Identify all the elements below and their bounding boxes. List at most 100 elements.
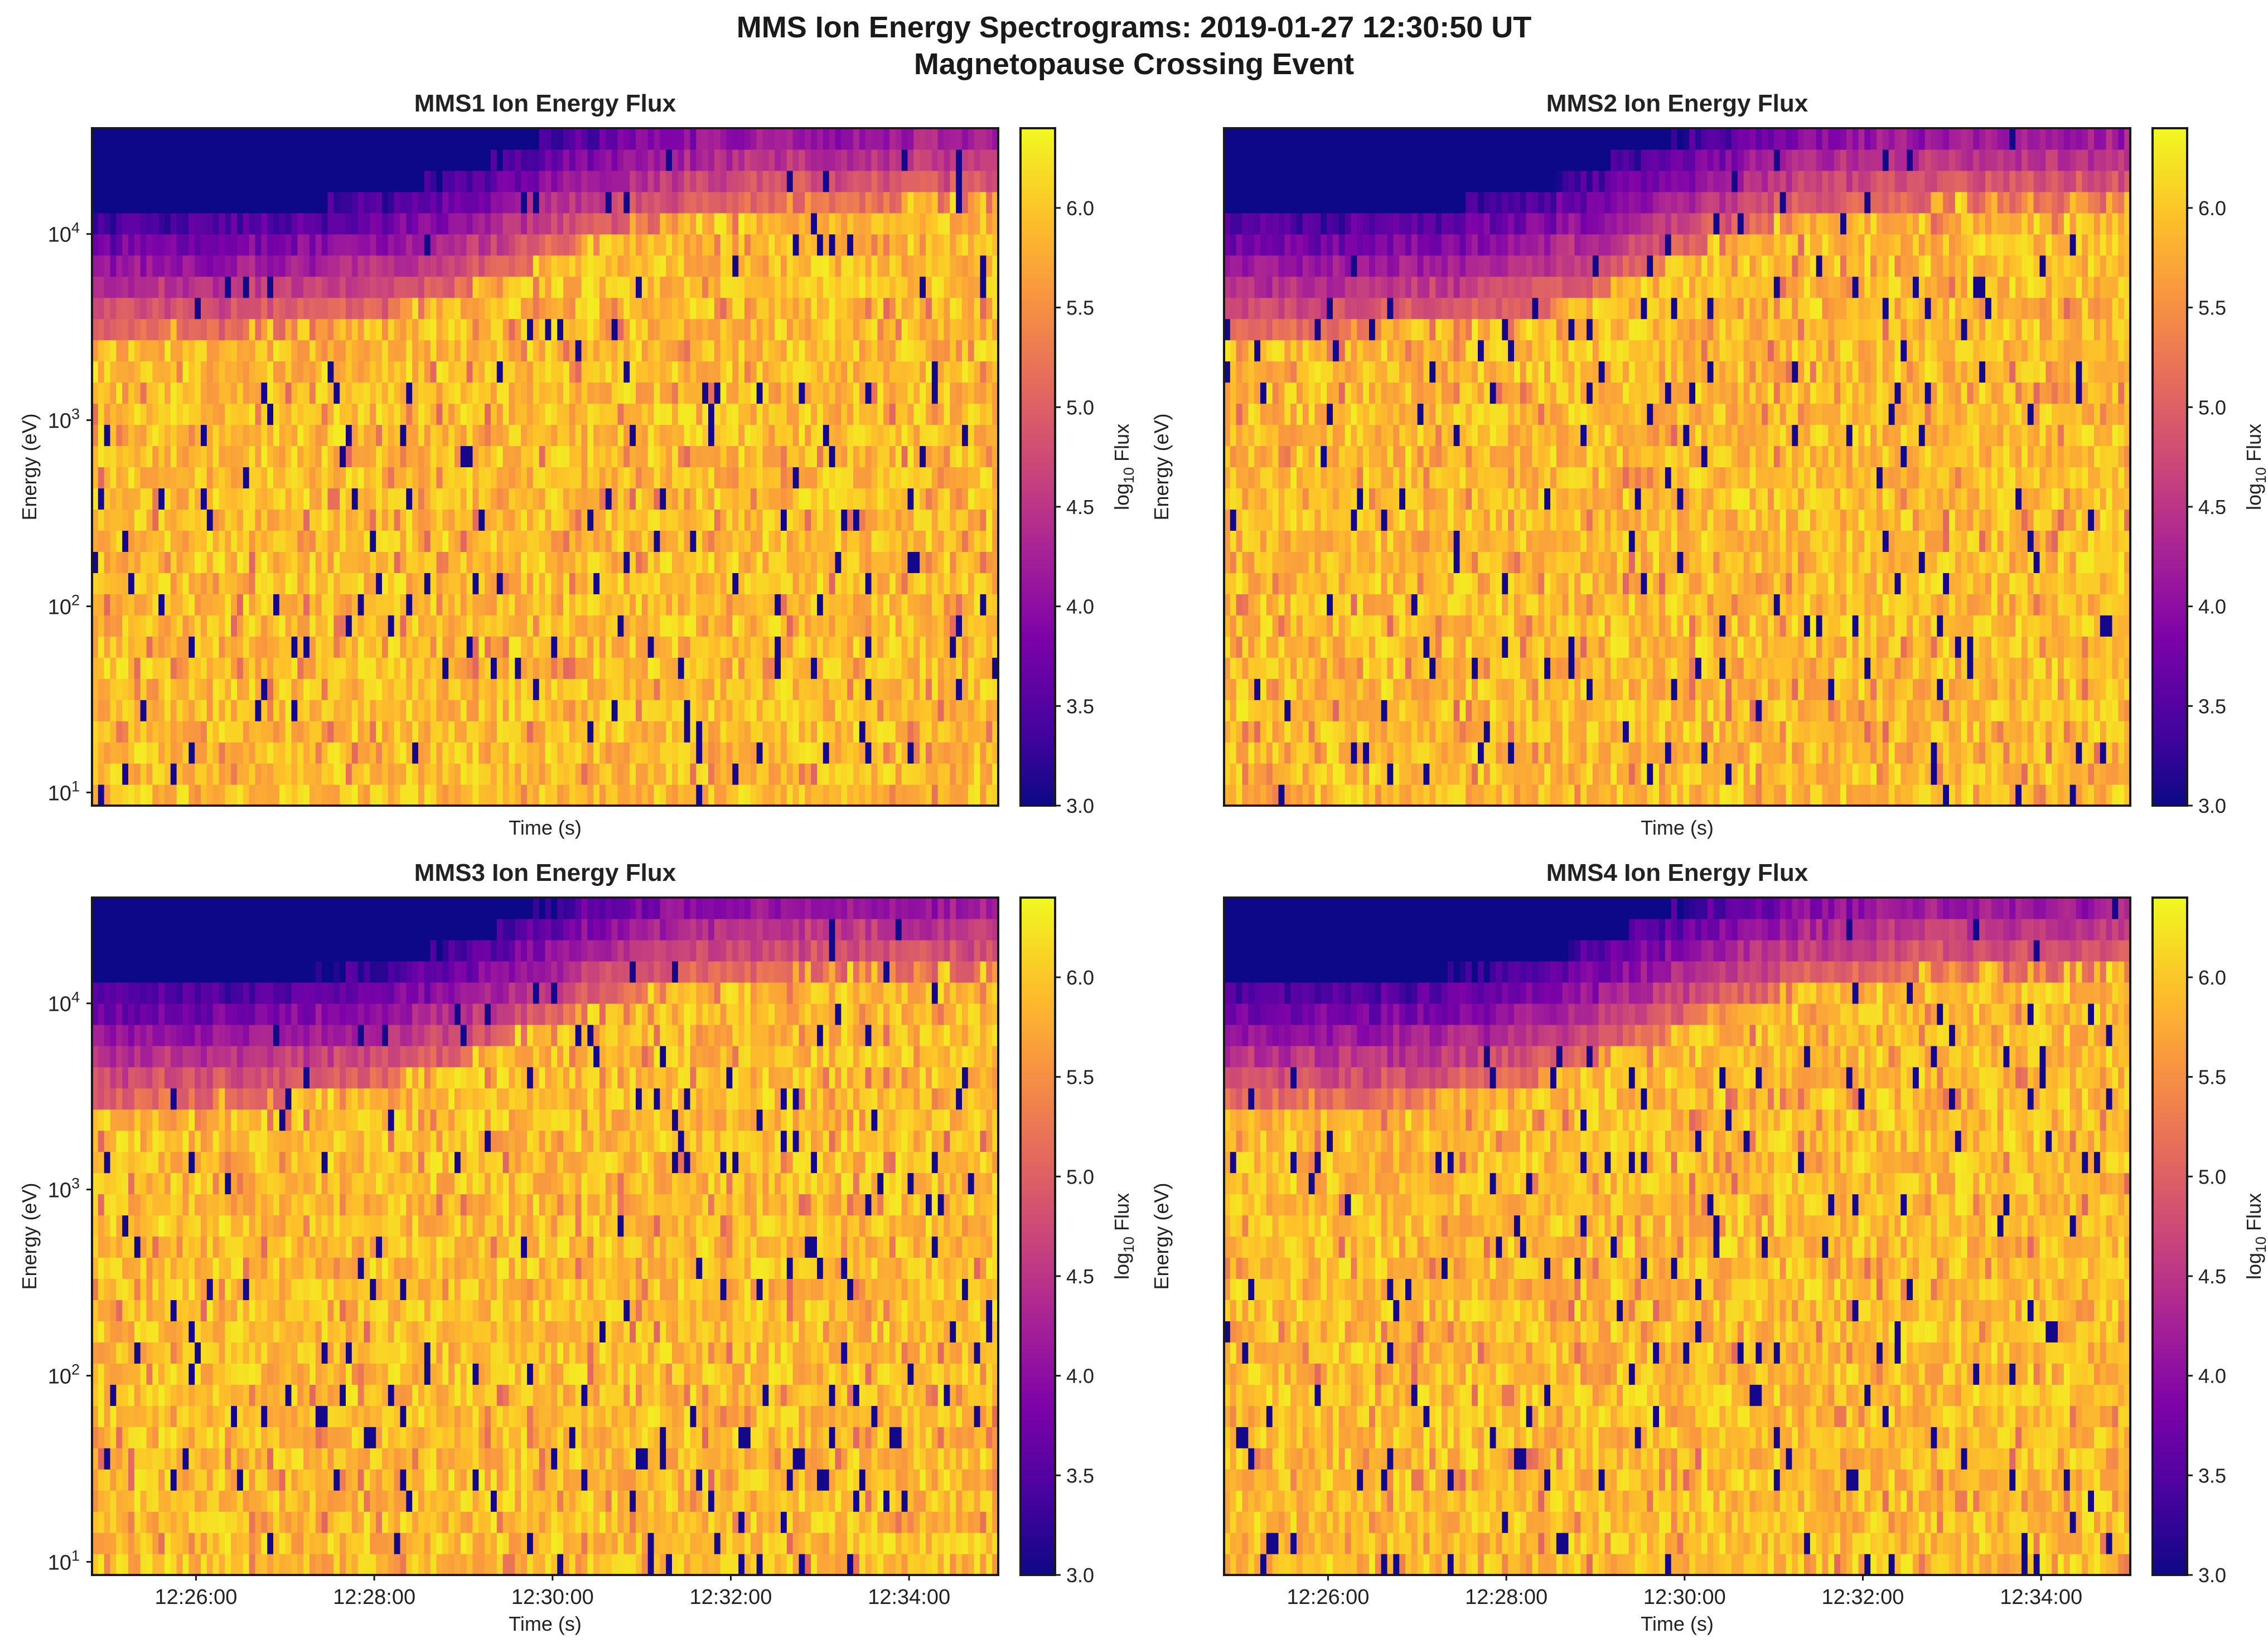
heatmap-cell xyxy=(859,636,866,658)
heatmap-cell xyxy=(1248,382,1255,404)
heatmap-cell xyxy=(931,594,939,615)
heatmap-cell xyxy=(182,149,189,171)
heatmap-cell xyxy=(485,636,491,658)
heatmap-cell xyxy=(702,445,709,468)
heatmap-cell xyxy=(219,403,225,425)
heatmap-cell xyxy=(805,445,811,468)
heatmap-cell xyxy=(720,361,727,383)
heatmap-cell xyxy=(430,636,437,658)
heatmap-cell xyxy=(792,149,800,171)
heatmap-cell xyxy=(871,763,878,785)
heatmap-cell xyxy=(696,657,703,679)
heatmap-cell xyxy=(792,212,800,235)
heatmap-cell xyxy=(527,763,534,785)
heatmap-cell xyxy=(557,382,564,404)
heatmap-cell xyxy=(738,678,745,700)
heatmap-cell xyxy=(829,234,836,256)
heatmap-cell xyxy=(212,340,220,362)
heatmap-cell xyxy=(744,700,751,721)
heatmap-cell xyxy=(140,255,147,277)
heatmap-cell xyxy=(533,149,540,171)
heatmap-cell xyxy=(98,763,105,785)
heatmap-cell xyxy=(285,467,292,489)
heatmap-cell xyxy=(134,594,141,615)
heatmap-cell xyxy=(273,573,280,594)
heatmap-cell xyxy=(170,445,177,468)
heatmap-cell xyxy=(901,128,908,150)
heatmap-cell xyxy=(267,467,274,489)
heatmap-cell xyxy=(134,573,141,594)
heatmap-cell xyxy=(219,128,225,150)
heatmap-cell xyxy=(853,318,860,341)
heatmap-cell xyxy=(744,551,751,573)
heatmap-cell xyxy=(937,340,945,362)
heatmap-cell xyxy=(195,403,201,425)
heatmap-cell xyxy=(647,467,655,489)
heatmap-cell xyxy=(937,361,945,383)
heatmap-cell xyxy=(400,191,407,214)
heatmap-cell xyxy=(1248,763,1255,785)
heatmap-cell xyxy=(182,763,189,785)
heatmap-cell xyxy=(647,276,655,298)
heatmap-cell xyxy=(436,318,443,341)
heatmap-cell xyxy=(364,700,370,721)
heatmap-cell xyxy=(212,297,220,319)
heatmap-cell xyxy=(551,318,558,341)
heatmap-cell xyxy=(128,212,135,235)
heatmap-cell xyxy=(762,234,769,256)
heatmap-cell xyxy=(388,128,395,150)
heatmap-cell xyxy=(944,424,950,447)
heatmap-cell xyxy=(811,636,818,658)
heatmap-cell xyxy=(1248,721,1255,743)
heatmap-cell xyxy=(992,594,999,615)
heatmap-cell xyxy=(267,191,274,214)
heatmap-cell xyxy=(310,382,316,404)
heatmap-cell xyxy=(859,700,866,721)
heatmap-cell xyxy=(527,488,534,510)
heatmap-cell xyxy=(865,255,872,277)
heatmap-cell xyxy=(110,234,117,256)
heatmap-cell xyxy=(243,128,250,150)
heatmap-cell xyxy=(660,255,666,277)
heatmap-cell xyxy=(907,488,914,510)
heatmap-cell xyxy=(406,488,413,510)
heatmap-cell xyxy=(678,509,685,531)
heatmap-cell xyxy=(775,551,781,573)
heatmap-cell xyxy=(165,361,171,383)
heatmap-cell xyxy=(1248,657,1255,679)
heatmap-cell xyxy=(974,297,981,319)
heatmap-cell xyxy=(466,276,473,298)
heatmap-cell xyxy=(792,551,800,573)
heatmap-cell xyxy=(581,234,588,256)
heatmap-cell xyxy=(847,170,854,192)
heatmap-cell xyxy=(430,170,437,192)
heatmap-cell xyxy=(346,234,352,256)
heatmap-cell xyxy=(672,636,679,658)
heatmap-cell xyxy=(370,551,376,573)
heatmap-cell xyxy=(720,573,727,594)
heatmap-cell xyxy=(895,403,902,425)
heatmap-cell xyxy=(974,784,981,806)
heatmap-cell xyxy=(557,700,564,721)
heatmap-cell xyxy=(406,191,413,214)
heatmap-cell xyxy=(647,594,655,615)
heatmap-cell xyxy=(527,361,534,383)
heatmap-cell xyxy=(702,530,709,552)
heatmap-cell xyxy=(563,742,570,764)
heatmap-cell xyxy=(901,170,908,192)
heatmap-cell xyxy=(781,657,787,679)
heatmap-cell xyxy=(225,488,231,510)
heatmap-cell xyxy=(708,742,715,764)
heatmap-cell xyxy=(128,382,135,404)
x-axis-label: Time (s) xyxy=(509,816,582,839)
heatmap-cell xyxy=(225,636,231,658)
heatmap-cell xyxy=(611,615,618,637)
heatmap-cell xyxy=(351,361,359,383)
heatmap-cell xyxy=(781,763,787,785)
heatmap-cell xyxy=(303,234,310,256)
heatmap-cell xyxy=(165,636,171,658)
heatmap-cell xyxy=(310,297,316,319)
heatmap-cell xyxy=(394,361,401,383)
heatmap-cell xyxy=(122,657,129,679)
heatmap-cell xyxy=(273,742,280,764)
